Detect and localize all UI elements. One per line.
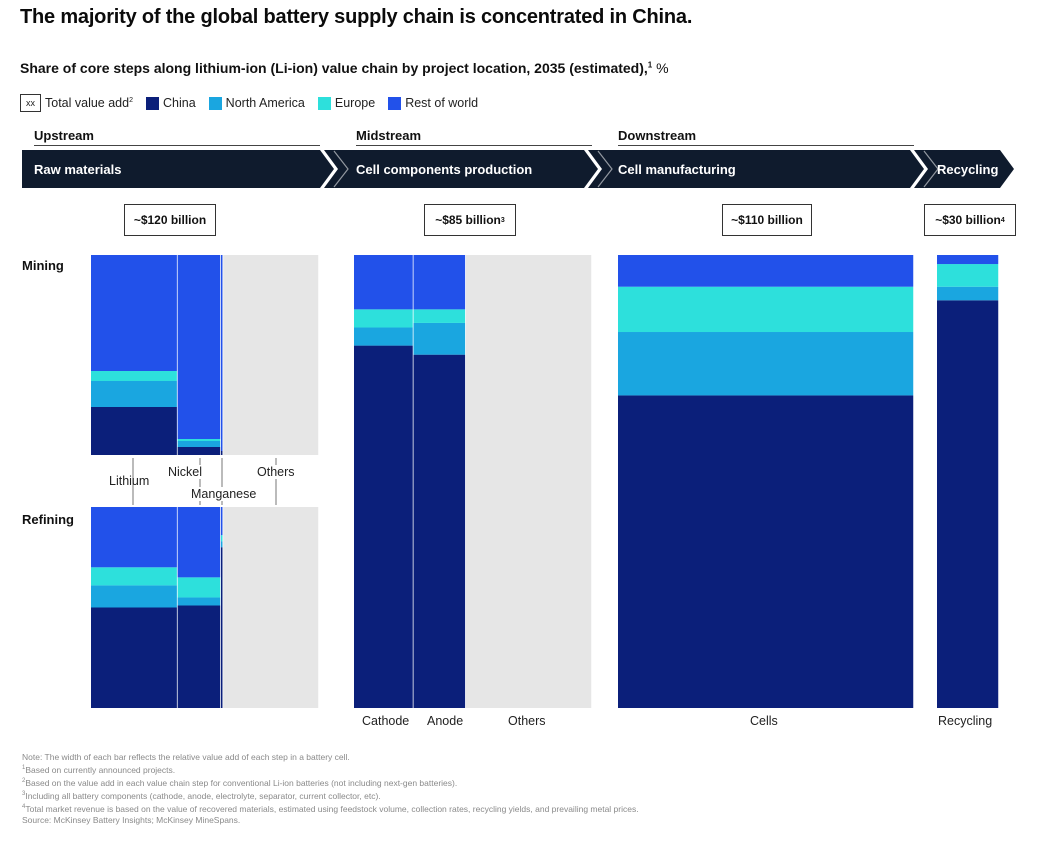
bar-cellcomp-cathode-rest-of-world bbox=[354, 255, 414, 310]
legend-label-north-america: North America bbox=[225, 96, 305, 110]
legend-total-box: xx bbox=[20, 94, 41, 112]
footnote-4: 4Total market revenue is based on the va… bbox=[22, 804, 639, 815]
band-label-recycling: Recycling bbox=[937, 162, 999, 177]
bar-refining-manganese-north-america bbox=[220, 541, 224, 548]
bar-refining-lithium-china bbox=[91, 607, 178, 708]
bar-refining-lithium-north-america bbox=[91, 585, 178, 608]
stage-midstream: Midstream bbox=[356, 128, 592, 146]
category-label-anode: Anode bbox=[427, 714, 464, 728]
bar-refining-lithium-europe bbox=[91, 567, 178, 586]
bar-refining-nickel-rest-of-world bbox=[177, 507, 221, 578]
bar-recycling-recycling-rest-of-world bbox=[937, 255, 999, 265]
bar-cellcomp-cathode-china bbox=[354, 345, 414, 708]
footnote-2: 2Based on the value add in each value ch… bbox=[22, 778, 458, 789]
note-main: Note: The width of each bar reflects the… bbox=[22, 752, 350, 762]
bar-mining-lithium-europe bbox=[91, 371, 178, 381]
category-label-lithium: Lithium bbox=[109, 474, 150, 488]
bar-cellcomp-others2-other bbox=[465, 255, 592, 708]
bar-mining-nickel-north-america bbox=[177, 441, 221, 447]
band-label-raw-materials: Raw materials bbox=[34, 162, 122, 177]
legend-label-rest-of-world: Rest of world bbox=[405, 96, 479, 110]
stage-downstream: Downstream bbox=[618, 128, 914, 146]
legend-total-label: Total value add2 bbox=[45, 96, 133, 110]
legend: xx Total value add2 China North America … bbox=[20, 94, 478, 112]
subtitle-unit: % bbox=[656, 60, 669, 76]
bar-refining-manganese-europe bbox=[220, 535, 224, 542]
bar-mining-manganese-rest-of-world bbox=[220, 255, 224, 451]
category-label-recycling: Recycling bbox=[938, 714, 993, 728]
bar-cellcomp-cathode-north-america bbox=[354, 327, 414, 346]
bar-refining-manganese-rest-of-world bbox=[220, 507, 224, 536]
subtitle-footnote: 1 bbox=[647, 60, 653, 70]
total-value-raw-materials: ~$120 billion bbox=[124, 204, 216, 236]
bar-cellmfg-cells-china bbox=[618, 395, 914, 708]
bar-cellmfg-cells-rest-of-world bbox=[618, 255, 914, 287]
bar-mining-manganese-china bbox=[220, 451, 224, 455]
total-value-recycling: ~$30 billion 4 bbox=[924, 204, 1016, 236]
bar-mining-nickel-china bbox=[177, 447, 221, 455]
bar-refining-manganese-china bbox=[220, 547, 224, 708]
value-chain-band bbox=[22, 150, 1014, 188]
bar-cellcomp-anode-china bbox=[413, 354, 466, 708]
legend-label-europe: Europe bbox=[334, 96, 376, 110]
row-label-refining: Refining bbox=[22, 512, 74, 527]
bar-refining-nickel-north-america bbox=[177, 597, 221, 606]
bar-cellcomp-anode-europe bbox=[413, 309, 466, 323]
legend-swatch-rest-of-world bbox=[388, 96, 402, 110]
bar-cellmfg-cells-europe bbox=[618, 286, 914, 333]
bar-mining-lithium-china bbox=[91, 407, 178, 455]
category-label-others-components: Others bbox=[508, 714, 546, 728]
category-label-cathode: Cathode bbox=[362, 714, 410, 728]
legend-swatch-china bbox=[146, 96, 159, 110]
bar-cellcomp-anode-rest-of-world bbox=[413, 255, 466, 310]
total-value-cell-manufacturing: ~$110 billion bbox=[722, 204, 812, 236]
bar-cellcomp-cathode-europe bbox=[354, 309, 414, 328]
bar-refining-nickel-europe bbox=[177, 577, 221, 598]
chart-bars bbox=[91, 255, 1000, 708]
bar-cellcomp-anode-north-america bbox=[413, 322, 466, 355]
band-label-cell-manufacturing: Cell manufacturing bbox=[618, 162, 736, 177]
footnote-3: 3Including all battery components (catho… bbox=[22, 791, 381, 802]
bar-refining-lithium-rest-of-world bbox=[91, 507, 178, 568]
row-label-mining: Mining bbox=[22, 258, 64, 273]
category-label-others-raw: Others bbox=[255, 465, 297, 479]
chart-subtitle: Share of core steps along lithium-ion (L… bbox=[20, 60, 669, 76]
bar-mining-nickel-europe bbox=[177, 439, 221, 441]
bar-recycling-recycling-north-america bbox=[937, 286, 999, 301]
category-label-cells: Cells bbox=[750, 714, 778, 728]
total-value-cell-components: ~$85 billion 3 bbox=[424, 204, 516, 236]
subtitle-text: Share of core steps along lithium-ion (L… bbox=[20, 60, 648, 76]
bar-cellmfg-cells-north-america bbox=[618, 332, 914, 396]
source: Source: McKinsey Battery Insights; McKin… bbox=[22, 815, 241, 826]
footnotes: Note: The width of each bar reflects the… bbox=[22, 752, 639, 827]
bar-refining-nickel-china bbox=[177, 605, 221, 708]
bar-mining-lithium-north-america bbox=[91, 381, 178, 407]
bar-refining-others-other bbox=[223, 507, 319, 708]
band-label-cell-components: Cell components production bbox=[356, 162, 533, 177]
bar-recycling-recycling-china bbox=[937, 300, 999, 708]
stage-upstream: Upstream bbox=[34, 128, 320, 146]
footnote-1: 1Based on currently announced projects. bbox=[22, 765, 176, 776]
category-label-manganese: Manganese bbox=[189, 487, 259, 501]
bar-mining-nickel-rest-of-world bbox=[177, 255, 221, 439]
legend-label-china: China bbox=[163, 96, 196, 110]
bar-recycling-recycling-europe bbox=[937, 264, 999, 287]
legend-swatch-europe bbox=[317, 96, 331, 110]
category-label-nickel: Nickel bbox=[166, 465, 205, 479]
chart-title: The majority of the global battery suppl… bbox=[20, 6, 693, 28]
legend-swatch-north-america bbox=[208, 96, 222, 110]
bar-mining-others-other bbox=[223, 255, 319, 455]
bar-mining-lithium-rest-of-world bbox=[91, 255, 178, 371]
